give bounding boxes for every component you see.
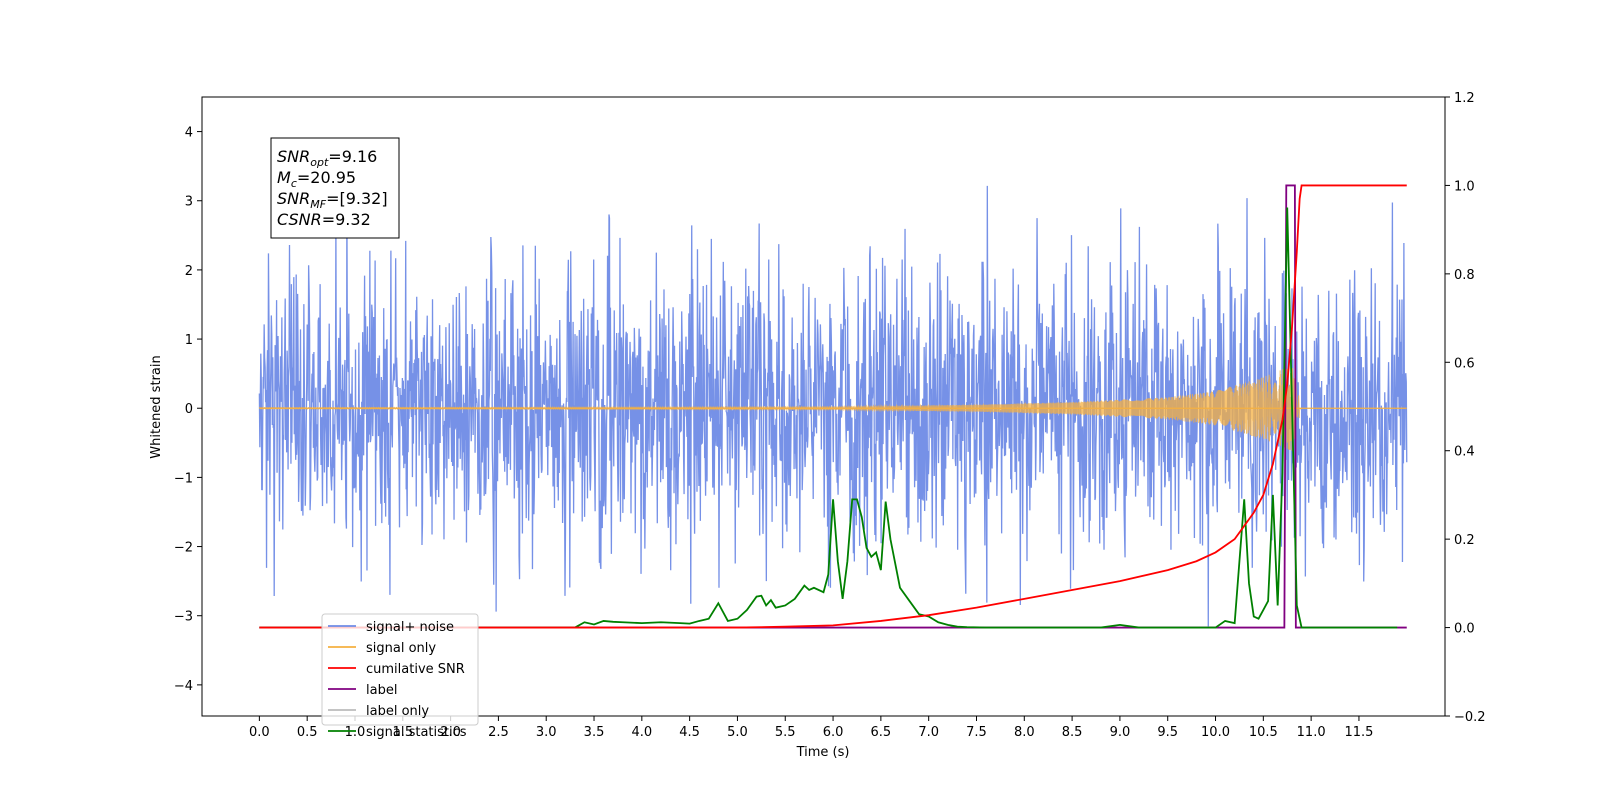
y2-tick-label: 0.0 [1454, 622, 1475, 637]
x-tick-label: 9.0 [1110, 725, 1131, 740]
x-tick-label: 1.0 [345, 725, 366, 740]
x-tick-label: 10.5 [1249, 725, 1278, 740]
series-signal-statistics [259, 207, 1398, 629]
x-tick-label: 3.0 [536, 725, 557, 740]
y-axis-left: 4 3 2 1 0 −1 −2 −3 −4 [174, 126, 202, 694]
x-tick-label: 4.0 [631, 725, 652, 740]
legend-entry: cumilative SNR [366, 662, 465, 677]
x-tick-label: 3.5 [584, 725, 605, 740]
legend: signal+ noise signal only cumilative SNR la… [321, 613, 479, 740]
x-axis: 0.0 0.5 1.0 1.5 2.0 2.5 3.0 3.5 4.0 4.5 5.0 5.5 6.0 6… [249, 716, 1373, 740]
x-tick-label: 2.0 [440, 725, 461, 740]
y2-tick-label: 1.2 [1454, 91, 1475, 106]
legend-entry: signal statistics [366, 725, 467, 740]
legend-entry: label [366, 683, 397, 698]
y2-tick-label: 0.4 [1454, 445, 1475, 460]
y-axis-title: Whitened strain [149, 355, 164, 458]
x-tick-label: 9.5 [1157, 725, 1178, 740]
y-tick-label: −3 [174, 610, 193, 625]
x-tick-label: 8.5 [1062, 725, 1083, 740]
annotation-frame [270, 137, 400, 239]
x-tick-label: 2.5 [488, 725, 509, 740]
y2-tick-label: 0.2 [1454, 533, 1475, 548]
x-tick-label: 10.0 [1201, 725, 1230, 740]
x-tick-label: 0.5 [297, 725, 318, 740]
x-tick-label: 5.0 [727, 725, 748, 740]
y-tick-label: −1 [174, 471, 193, 486]
y-tick-label: 3 [185, 195, 193, 210]
x-tick-label: 4.5 [679, 725, 700, 740]
x-tick-label: 5.5 [775, 725, 796, 740]
y-tick-label: 1 [185, 333, 193, 348]
y-tick-label: 0 [185, 402, 193, 417]
x-tick-label: 11.5 [1344, 725, 1373, 740]
annotation-snr-opt: SNRopt=9.16 [277, 147, 377, 169]
y-tick-label: −2 [174, 541, 193, 556]
x-tick-label: 1.5 [392, 725, 413, 740]
y-tick-label: 2 [185, 264, 193, 279]
legend-entry: signal only [366, 641, 436, 656]
legend-frame [321, 613, 479, 726]
legend-entry: label only [366, 704, 429, 719]
x-tick-label: 7.0 [918, 725, 939, 740]
x-tick-label: 6.0 [823, 725, 844, 740]
x-tick-label: 11.0 [1297, 725, 1326, 740]
annotation-chirp-mass: Mc=20.95 [277, 168, 356, 190]
plot-content [258, 184, 1408, 629]
x-tick-label: 6.5 [871, 725, 892, 740]
y2-tick-label: −0.2 [1454, 710, 1486, 725]
x-axis-title: Time (s) [796, 745, 850, 760]
y-tick-label: 4 [185, 126, 193, 141]
annotation-snr-mf: SNRMF=[9.32] [277, 189, 388, 211]
x-tick-label: 7.5 [966, 725, 987, 740]
legend-entry: signal+ noise [366, 620, 454, 635]
plot-frame [201, 96, 1446, 717]
x-tick-label: 0.0 [249, 725, 270, 740]
x-tick-label: 8.0 [1014, 725, 1035, 740]
series-cumulative-snr [259, 184, 1407, 629]
y2-tick-label: 0.8 [1454, 268, 1475, 283]
y2-tick-label: 1.0 [1454, 179, 1475, 194]
annotation-csnr: CSNR=9.32 [277, 210, 371, 229]
y-tick-label: −4 [174, 679, 193, 694]
y-axis-right: 1.2 1.0 0.8 0.6 0.4 0.2 0.0 −0.2 [1445, 91, 1486, 725]
y2-tick-label: 0.6 [1454, 356, 1475, 371]
